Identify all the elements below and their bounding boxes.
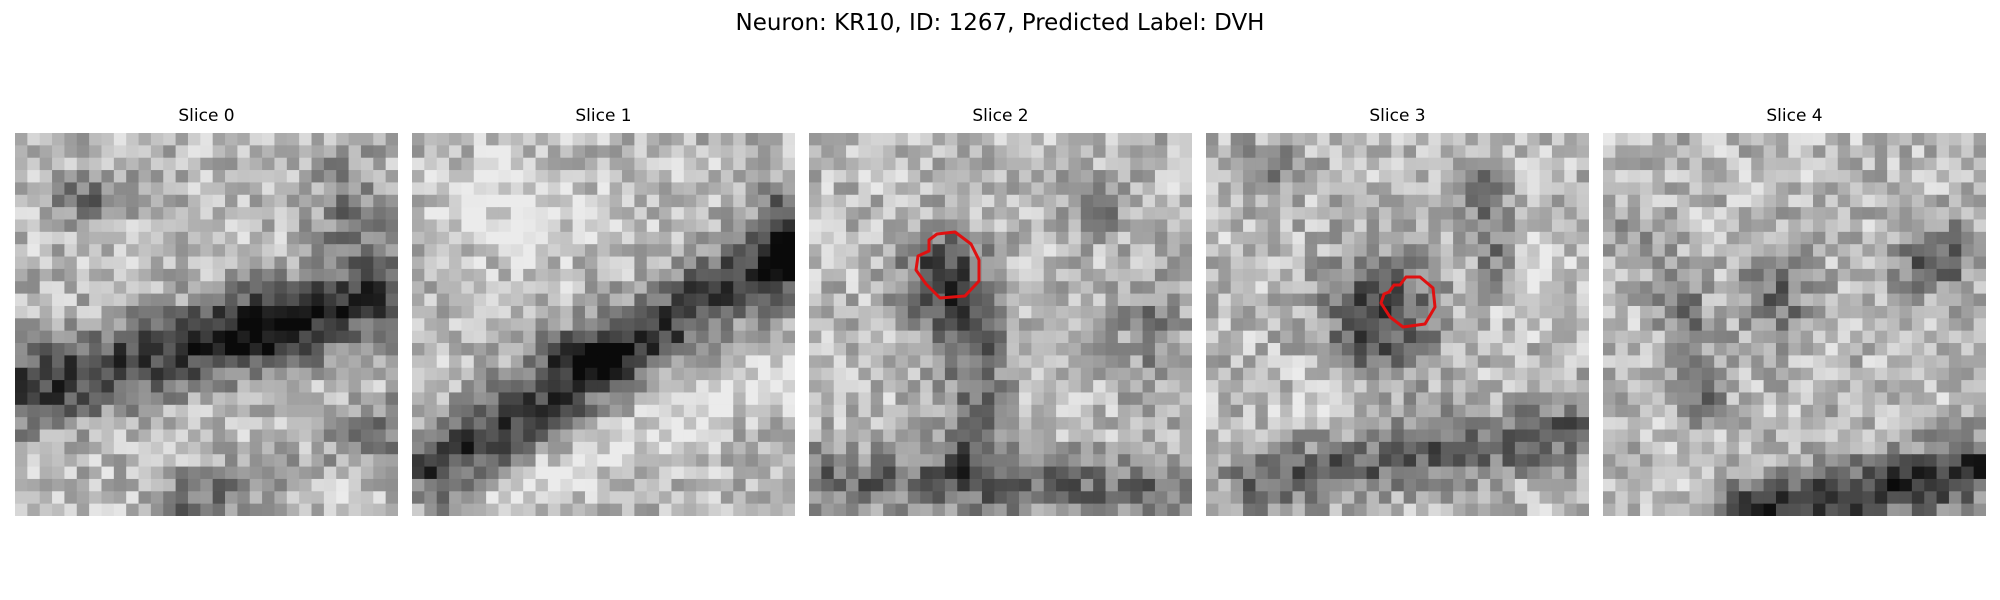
slice-title-4: Slice 4 — [1766, 106, 1823, 126]
slice-title-2: Slice 2 — [972, 106, 1029, 126]
slice-title-3: Slice 3 — [1369, 106, 1426, 126]
slice-title-0: Slice 0 — [178, 106, 235, 126]
slice-image-2 — [809, 133, 1192, 516]
slice-image-3 — [1206, 133, 1589, 516]
figure-title: Neuron: KR10, ID: 1267, Predicted Label:… — [735, 10, 1265, 36]
roi-outline-2 — [914, 230, 981, 300]
slice-image-0 — [15, 133, 398, 516]
roi-outline-3 — [1379, 275, 1437, 329]
slice-title-1: Slice 1 — [575, 106, 632, 126]
slice-image-4 — [1603, 133, 1986, 516]
slice-image-1 — [412, 133, 795, 516]
